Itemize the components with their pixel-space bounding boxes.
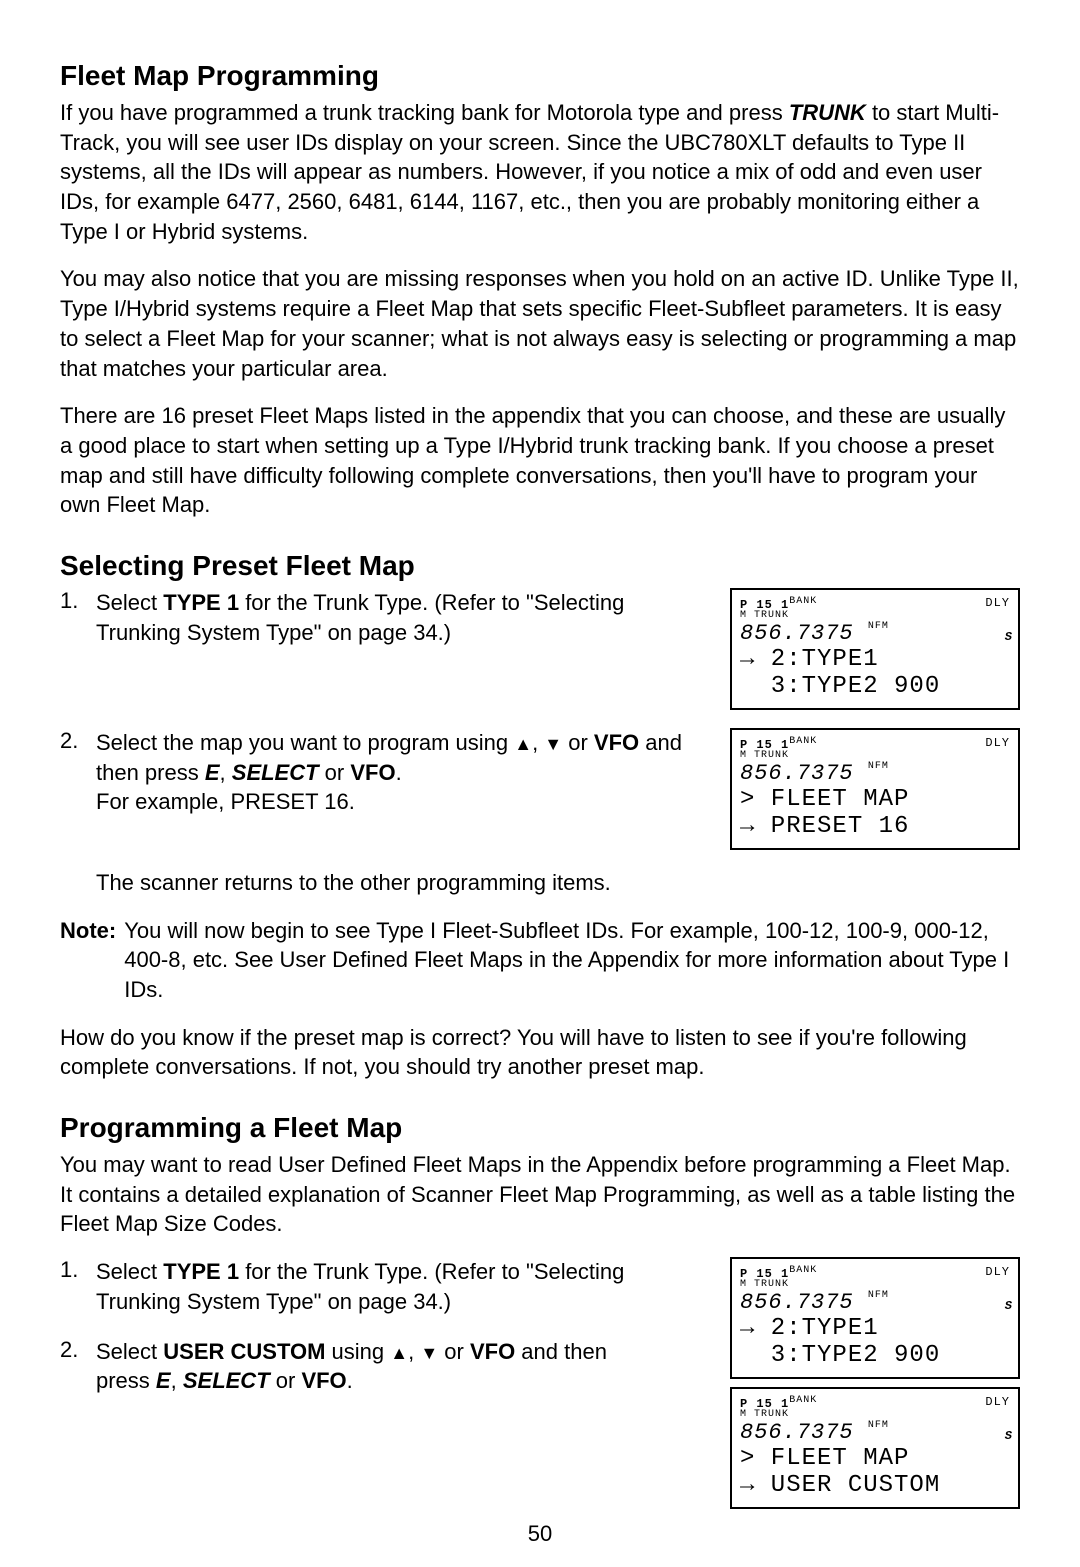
lcd-line: → 2:TYPE1 bbox=[740, 646, 1010, 673]
lcd-top-right: DLY bbox=[985, 1395, 1010, 1411]
lcd-display: P 15 1BANK DLY M TRUNK 856.7375 NFM S → … bbox=[730, 1257, 1020, 1379]
manual-page: Fleet Map Programming If you have progra… bbox=[0, 0, 1080, 1567]
lcd-display: P 15 1BANK DLY M TRUNK 856.7375 NFM S > … bbox=[730, 1387, 1020, 1509]
paragraph: How do you know if the preset map is cor… bbox=[60, 1023, 1020, 1082]
paragraph: If you have programmed a trunk tracking … bbox=[60, 98, 1020, 246]
list-number: 1. bbox=[60, 1257, 88, 1316]
lcd-sub: M TRUNK bbox=[740, 1409, 1010, 1420]
lcd-s-indicator: S bbox=[1005, 630, 1012, 644]
lcd-s-indicator: S bbox=[1005, 1299, 1012, 1313]
list-text: Select TYPE 1 for the Trunk Type. (Refer… bbox=[96, 588, 710, 647]
lcd-mode: NFM bbox=[868, 1420, 889, 1431]
lcd-bank-label: BANK bbox=[789, 1395, 817, 1406]
lcd-line: 3:TYPE2 900 bbox=[740, 1342, 1010, 1369]
note-text: You will now begin to see Type I Fleet-S… bbox=[124, 916, 1020, 1005]
lcd-display: P 15 1BANK DLY M TRUNK 856.7375 NFM S → … bbox=[730, 588, 1020, 710]
list-item: 1. Select TYPE 1 for the Trunk Type. (Re… bbox=[60, 588, 710, 647]
lcd-line: > FLEET MAP bbox=[740, 1445, 1010, 1472]
lcd-line: 3:TYPE2 900 bbox=[740, 673, 1010, 700]
lcd-top-right: DLY bbox=[985, 1265, 1010, 1281]
lcd-frequency: 856.7375 bbox=[740, 761, 854, 786]
lcd-display: P 15 1BANK DLY M TRUNK 856.7375 NFM > FL… bbox=[730, 728, 1020, 850]
paragraph: The scanner returns to the other program… bbox=[60, 868, 1020, 898]
lcd-bank-label: BANK bbox=[789, 1265, 817, 1276]
heading-fleet-map-programming: Fleet Map Programming bbox=[60, 60, 1020, 92]
heading-programming-fleet-map: Programming a Fleet Map bbox=[60, 1112, 1020, 1144]
lcd-mode: NFM bbox=[868, 621, 889, 632]
lcd-line: → PRESET 16 bbox=[740, 813, 1010, 840]
lcd-sub: M TRUNK bbox=[740, 1279, 1010, 1290]
list-item: 2. Select the map you want to program us… bbox=[60, 728, 710, 817]
paragraph: You may also notice that you are missing… bbox=[60, 264, 1020, 383]
lcd-line: > FLEET MAP bbox=[740, 786, 1010, 813]
lcd-sub: M TRUNK bbox=[740, 610, 1010, 621]
lcd-line: → USER CUSTOM bbox=[740, 1472, 1010, 1499]
list-item: 1. Select TYPE 1 for the Trunk Type. (Re… bbox=[60, 1257, 710, 1316]
note-label: Note: bbox=[60, 916, 116, 1005]
list-text: Select the map you want to program using… bbox=[96, 728, 710, 817]
lcd-top-right: DLY bbox=[985, 736, 1010, 752]
lcd-bank-label: BANK bbox=[789, 736, 817, 747]
note: Note: You will now begin to see Type I F… bbox=[60, 916, 1020, 1005]
lcd-frequency: 856.7375 bbox=[740, 1420, 854, 1445]
lcd-mode: NFM bbox=[868, 1290, 889, 1301]
paragraph: There are 16 preset Fleet Maps listed in… bbox=[60, 401, 1020, 520]
lcd-frequency: 856.7375 bbox=[740, 621, 854, 646]
list-number: 1. bbox=[60, 588, 88, 647]
step-row: 2. Select the map you want to program us… bbox=[60, 728, 1020, 858]
lcd-line: → 2:TYPE1 bbox=[740, 1315, 1010, 1342]
heading-selecting-preset-fleet-map: Selecting Preset Fleet Map bbox=[60, 550, 1020, 582]
lcd-mode: NFM bbox=[868, 761, 889, 772]
step-row: 1. Select TYPE 1 for the Trunk Type. (Re… bbox=[60, 1257, 1020, 1517]
lcd-s-indicator: S bbox=[1005, 1429, 1012, 1443]
lcd-frequency: 856.7375 bbox=[740, 1290, 854, 1315]
lcd-top-right: DLY bbox=[985, 596, 1010, 612]
list-text: Select USER CUSTOM using ▲, ▼ or VFO and… bbox=[96, 1337, 656, 1396]
page-number: 50 bbox=[0, 1521, 1080, 1547]
paragraph: You may want to read User Defined Fleet … bbox=[60, 1150, 1020, 1239]
list-number: 2. bbox=[60, 1337, 88, 1396]
list-number: 2. bbox=[60, 728, 88, 817]
lcd-bank-label: BANK bbox=[789, 596, 817, 607]
lcd-sub: M TRUNK bbox=[740, 750, 1010, 761]
step-row: 1. Select TYPE 1 for the Trunk Type. (Re… bbox=[60, 588, 1020, 718]
list-text: Select TYPE 1 for the Trunk Type. (Refer… bbox=[96, 1257, 656, 1316]
list-item: 2. Select USER CUSTOM using ▲, ▼ or VFO … bbox=[60, 1337, 710, 1396]
